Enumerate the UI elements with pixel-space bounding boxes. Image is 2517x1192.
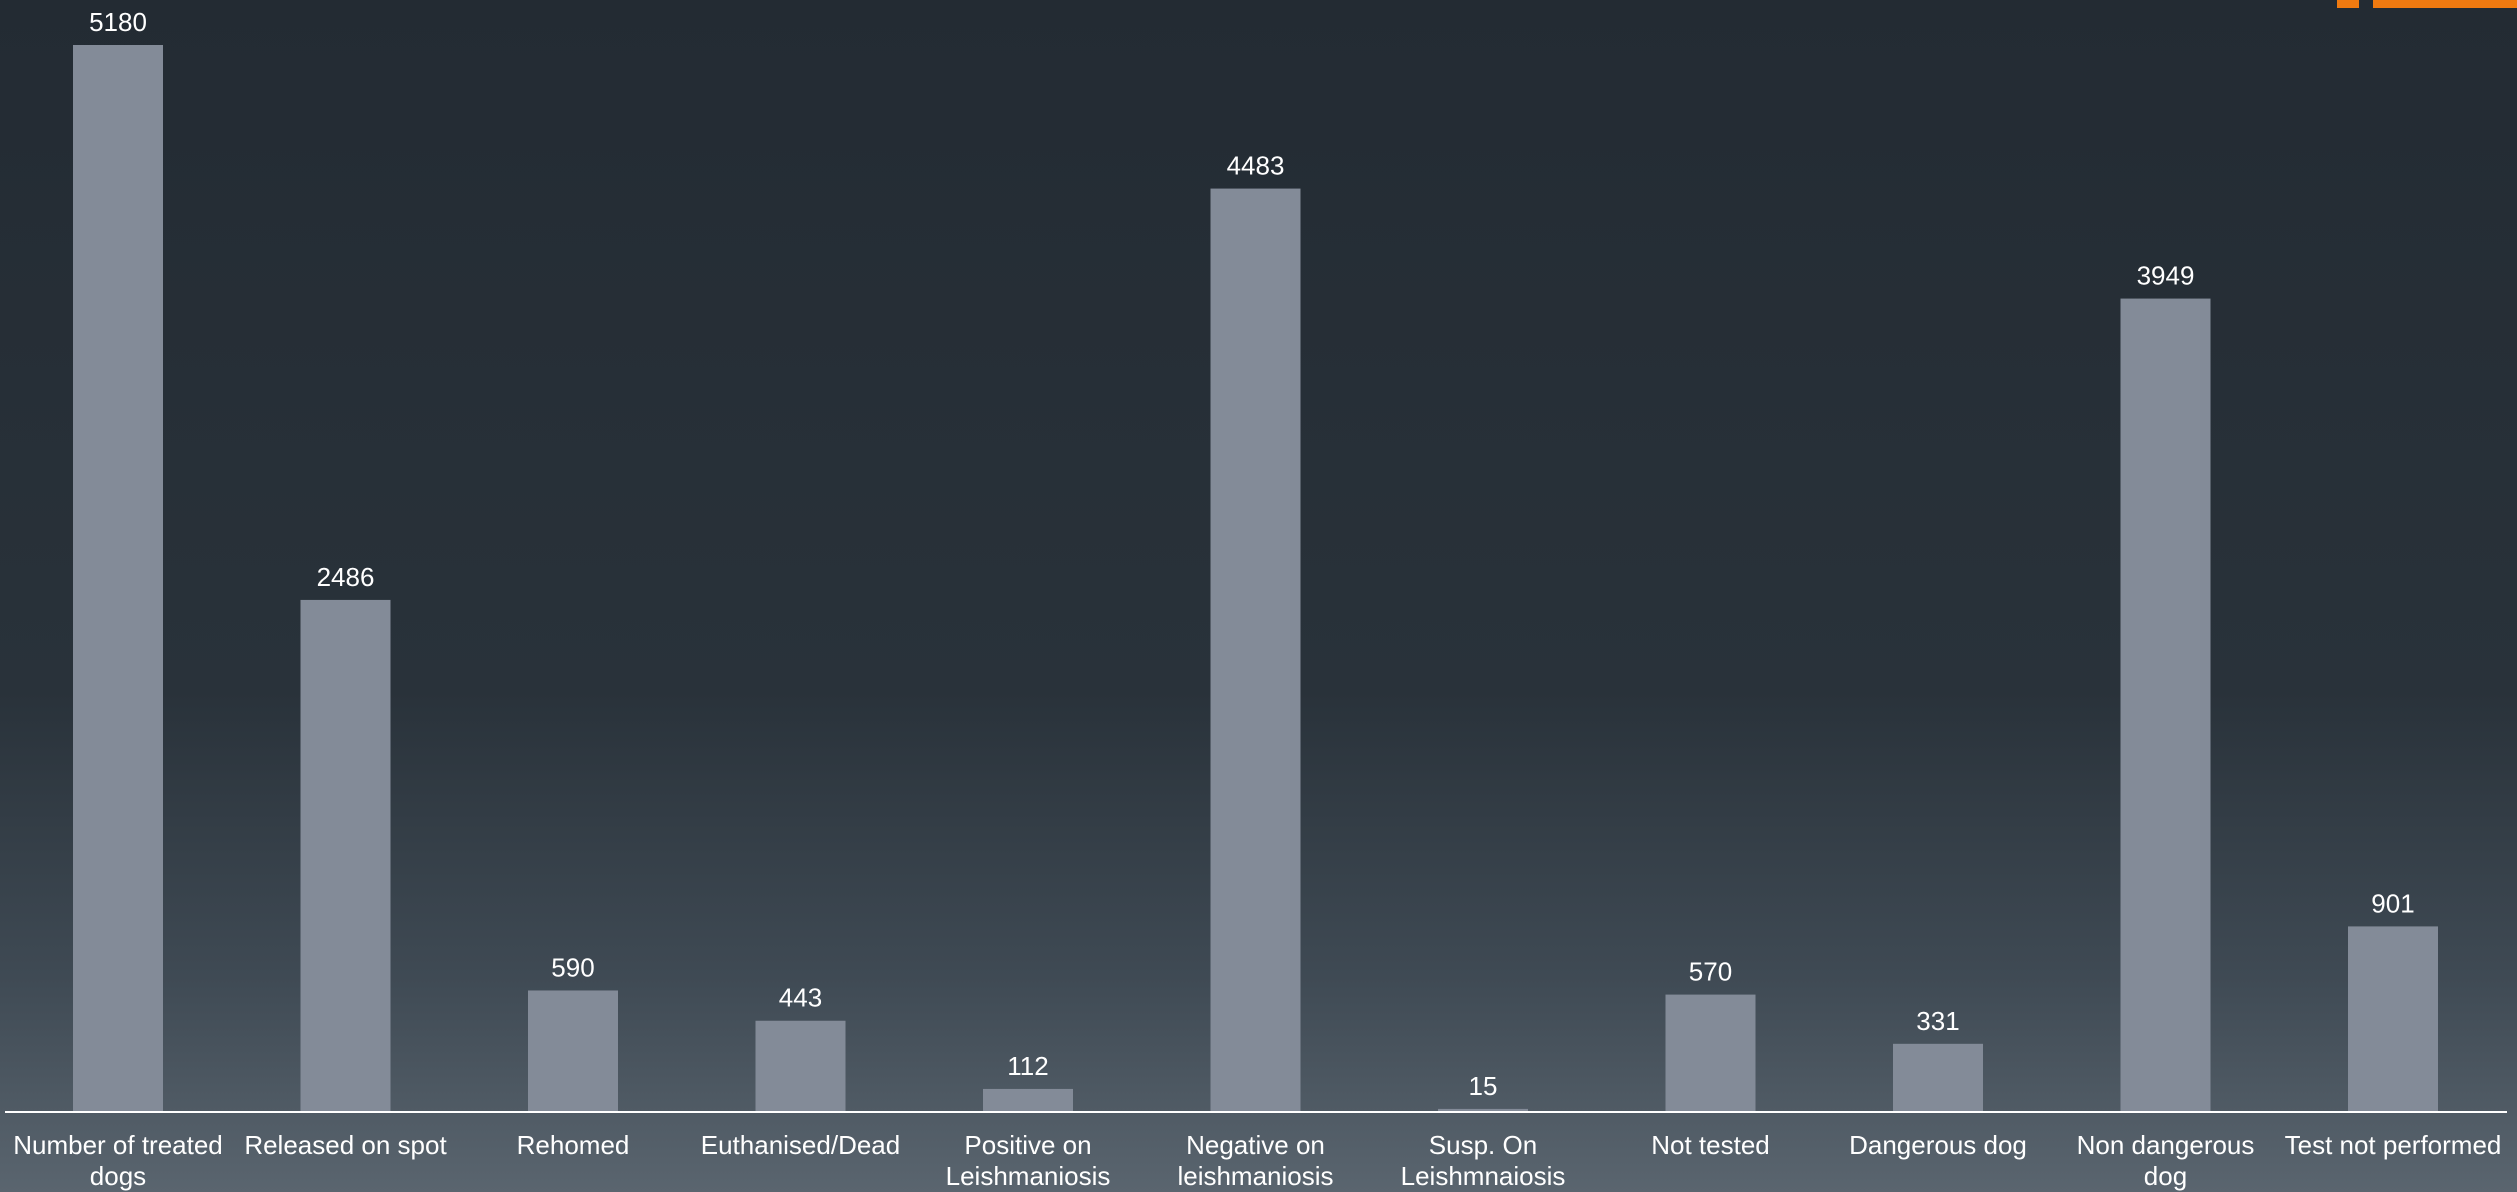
- data-label-negative-on-leishmaniosis: 4483: [1227, 151, 1285, 181]
- category-label-rehomed: Rehomed: [517, 1130, 630, 1160]
- data-label-euthanised-dead: 443: [779, 983, 822, 1013]
- bar-susp-on-leishmnaiosis: [1438, 1108, 1528, 1112]
- category-label-number-of-treated-dogs-line1: Number of treated: [13, 1130, 223, 1160]
- bar-dangerous-dog: [1893, 1043, 1983, 1112]
- category-label-dangerous-dog: Dangerous dog: [1849, 1130, 2027, 1160]
- data-label-not-tested: 570: [1689, 957, 1732, 987]
- category-label-susp-on-leishmnaiosis-line1: Susp. On: [1429, 1130, 1537, 1160]
- bar-non-dangerous-dog: [2120, 298, 2211, 1112]
- bar-negative-on-leishmaniosis: [1210, 188, 1301, 1112]
- category-label-number-of-treated-dogs-line2: dogs: [90, 1161, 146, 1191]
- bar-not-tested: [1665, 994, 1756, 1112]
- bar-rehomed: [528, 990, 618, 1112]
- category-label-released-on-spot: Released on spot: [244, 1130, 447, 1160]
- bar-test-not-performed: [2348, 926, 2438, 1112]
- category-label-negative-on-leishmaniosis-line2: leishmaniosis: [1177, 1161, 1333, 1191]
- category-label-non-dangerous-dog-line1: Non dangerous: [2077, 1130, 2255, 1160]
- bar-number-of-treated-dogs: [73, 45, 163, 1112]
- category-label-test-not-performed: Test not performed: [2285, 1130, 2502, 1160]
- accent-mark-small: [2337, 0, 2359, 8]
- data-label-released-on-spot: 2486: [317, 562, 375, 592]
- category-label-not-tested: Not tested: [1651, 1130, 1770, 1160]
- accent-mark-bar: [2373, 0, 2517, 8]
- data-label-number-of-treated-dogs: 5180: [89, 7, 147, 37]
- bar-euthanised-dead: [755, 1020, 846, 1112]
- data-label-dangerous-dog: 331: [1916, 1006, 1959, 1036]
- category-label-negative-on-leishmaniosis-line1: Negative on: [1186, 1130, 1325, 1160]
- category-label-positive-on-leishmaniosis-line2: Leishmaniosis: [946, 1161, 1111, 1191]
- category-label-non-dangerous-dog-line2: dog: [2144, 1161, 2187, 1191]
- data-label-susp-on-leishmnaiosis: 15: [1469, 1071, 1498, 1101]
- category-label-positive-on-leishmaniosis-line1: Positive on: [964, 1130, 1091, 1160]
- category-label-susp-on-leishmnaiosis-line2: Leishmnaiosis: [1401, 1161, 1566, 1191]
- bar-released-on-spot: [300, 599, 391, 1112]
- bar-positive-on-leishmaniosis: [983, 1088, 1073, 1112]
- data-label-test-not-performed: 901: [2371, 888, 2414, 918]
- category-label-euthanised-dead: Euthanised/Dead: [701, 1130, 900, 1160]
- data-label-rehomed: 590: [551, 952, 594, 982]
- data-label-positive-on-leishmaniosis: 112: [1007, 1051, 1048, 1081]
- data-label-non-dangerous-dog: 3949: [2137, 261, 2195, 291]
